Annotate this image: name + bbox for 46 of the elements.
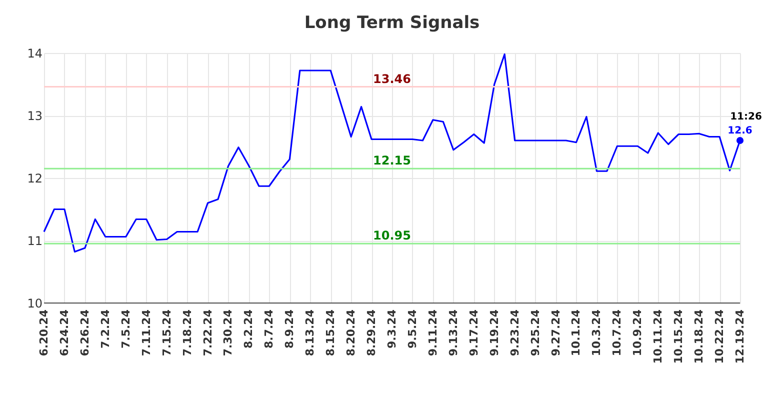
x-tick-label: 7.15.24 bbox=[160, 309, 174, 356]
x-tick-label: 10.22.24 bbox=[713, 309, 726, 364]
x-tick-label: 8.15.24 bbox=[324, 309, 338, 356]
x-tick-label: 9.23.24 bbox=[508, 309, 522, 356]
ref-line-label: 10.95 bbox=[373, 228, 411, 243]
x-tick-label: 9.25.24 bbox=[528, 309, 542, 356]
x-tick-label: 9.3.24 bbox=[386, 309, 398, 348]
x-tick-label: 10.3.24 bbox=[590, 309, 604, 356]
x-tick-label: 8.7.24 bbox=[262, 309, 276, 348]
x-tick-label: 8.29.24 bbox=[365, 309, 378, 356]
x-tick-label: 6.24.24 bbox=[58, 309, 71, 356]
y-tick-label: 14 bbox=[27, 46, 42, 60]
data-label: 12.6 bbox=[728, 126, 752, 136]
x-tick-label: 9.27.24 bbox=[549, 309, 562, 356]
x-tick-label: 7.30.24 bbox=[222, 309, 235, 356]
y-tick-label: 10 bbox=[27, 296, 42, 310]
x-tick-label: 12.19.24 bbox=[734, 309, 746, 364]
x-tick-label: 10.1.24 bbox=[570, 309, 583, 356]
x-tick-label: 7.22.24 bbox=[201, 309, 214, 356]
x-tick-label: 9.17.24 bbox=[467, 309, 480, 356]
x-tick-label: 9.5.24 bbox=[406, 309, 419, 348]
x-tick-label: 10.11.24 bbox=[652, 309, 665, 364]
x-tick-label: 10.18.24 bbox=[692, 309, 706, 364]
x-tick-label: 7.18.24 bbox=[180, 309, 194, 356]
x-tick-label: 7.2.24 bbox=[98, 309, 112, 348]
x-tick-label: 9.13.24 bbox=[446, 309, 460, 356]
x-tick-label: 8.2.24 bbox=[242, 309, 256, 348]
x-tick-label: 7.5.24 bbox=[119, 309, 132, 348]
y-tick-label: 12 bbox=[27, 172, 42, 186]
x-tick-label: 9.11.24 bbox=[426, 309, 440, 356]
annotation: 11:26 bbox=[730, 112, 762, 122]
y-tick-label: 11 bbox=[27, 234, 42, 248]
ref-line-label: 12.15 bbox=[373, 154, 411, 168]
x-tick-label: 8.13.24 bbox=[304, 309, 317, 356]
x-tick-label: 10.7.24 bbox=[610, 309, 624, 356]
x-tick-label: 8.20.24 bbox=[344, 309, 358, 356]
x-tick-label: 6.26.24 bbox=[78, 309, 92, 356]
x-tick-label: 10.15.24 bbox=[672, 309, 686, 364]
y-tick-label: 13 bbox=[27, 109, 42, 123]
x-tick-label: 6.20.24 bbox=[38, 309, 50, 356]
chart-title: Long Term Signals bbox=[304, 13, 480, 33]
x-tick-label: 9.19.24 bbox=[488, 309, 501, 356]
x-tick-label: 8.9.24 bbox=[283, 309, 296, 348]
ref-line-label: 13.46 bbox=[373, 72, 411, 86]
x-tick-label: 10.9.24 bbox=[631, 309, 644, 356]
x-tick-label: 7.11.24 bbox=[140, 309, 153, 356]
